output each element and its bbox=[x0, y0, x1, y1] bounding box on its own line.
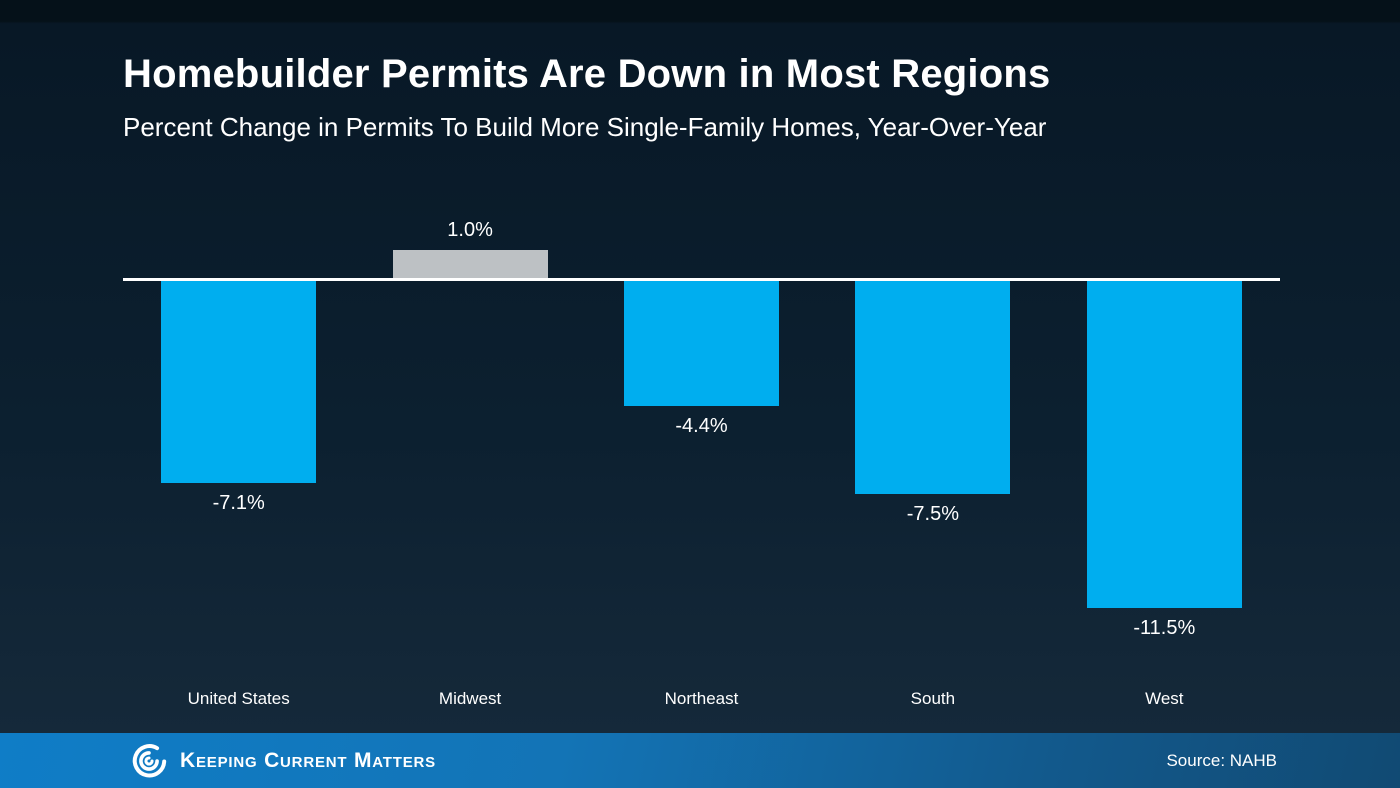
bar-united-states bbox=[161, 281, 317, 483]
brand-lockup: Keeping Current Matters bbox=[130, 742, 436, 780]
bar-midwest bbox=[392, 249, 548, 278]
footer-bar: Keeping Current Matters Source: NAHB bbox=[0, 733, 1400, 788]
category-label-south: South bbox=[910, 689, 956, 708]
category-label-northeast: Northeast bbox=[664, 689, 739, 708]
value-label-south: -7.5% bbox=[906, 503, 959, 525]
bar-northeast bbox=[624, 281, 779, 406]
category-label-west: West bbox=[1145, 689, 1184, 708]
zero-baseline bbox=[123, 278, 1280, 281]
kcm-swirl-logo-icon bbox=[132, 743, 167, 778]
category-label-midwest: Midwest bbox=[438, 689, 502, 708]
chart-title: Homebuilder Permits Are Down in Most Reg… bbox=[123, 52, 1051, 96]
bar-west bbox=[1086, 281, 1242, 608]
chart-subtitle: Percent Change in Permits To Build More … bbox=[123, 112, 1047, 142]
value-label-northeast: -4.4% bbox=[675, 414, 728, 437]
brand-name: Keeping Current Matters bbox=[180, 748, 436, 772]
source-attribution: Source: NAHB bbox=[1166, 750, 1277, 770]
value-label-united-states: -7.1% bbox=[212, 491, 265, 514]
category-label-united-states: United States bbox=[187, 689, 290, 708]
value-label-midwest: 1.0% bbox=[447, 218, 493, 241]
value-label-west: -11.5% bbox=[1133, 616, 1196, 639]
bar-chart: -7.1% United States 1.0% Midwest -4.4% Northe… bbox=[123, 0, 1280, 730]
header: Homebuilder Permits Are Down in Most Reg… bbox=[123, 50, 1300, 142]
bar-south bbox=[855, 281, 1011, 494]
